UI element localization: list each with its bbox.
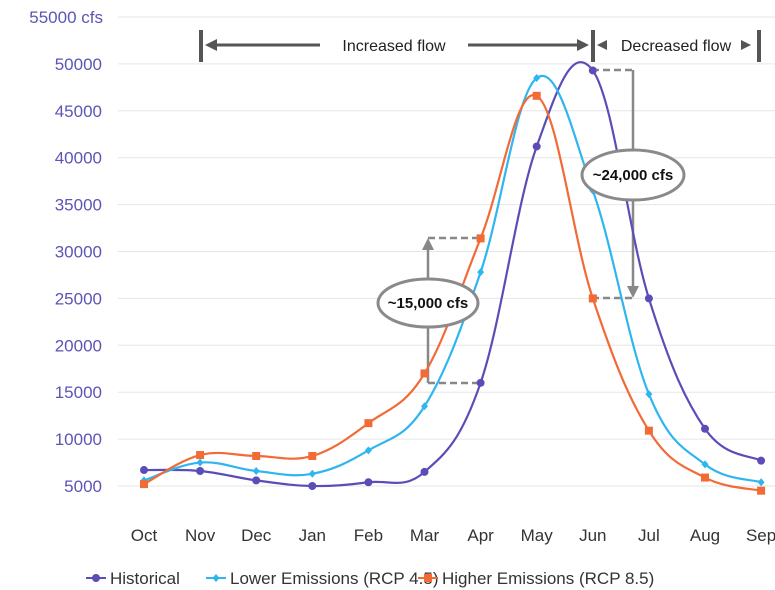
series-historical — [140, 61, 766, 490]
data-point — [757, 456, 766, 465]
y-tick-label: 35000 — [55, 196, 102, 215]
data-point — [308, 482, 317, 490]
y-tick-label: 5000 — [64, 477, 102, 496]
data-point — [364, 446, 372, 455]
x-tick-label: Mar — [410, 526, 440, 545]
decreased-flow-label: Decreased flow — [621, 38, 732, 55]
y-tick-label: 30000 — [55, 243, 102, 262]
x-tick-label: Jan — [299, 526, 326, 545]
data-point — [196, 451, 205, 460]
data-point — [588, 294, 597, 303]
data-point — [308, 451, 317, 460]
data-point — [364, 419, 373, 428]
arrow-up-icon — [422, 238, 434, 250]
x-tick-label: Dec — [241, 526, 272, 545]
arrow-right-icon — [741, 40, 751, 50]
series-line — [143, 61, 762, 488]
data-point — [701, 460, 709, 469]
increased-flow-annotation: Increased flow — [199, 30, 589, 62]
data-point — [421, 402, 428, 411]
series-rcp85 — [140, 91, 766, 495]
data-point — [252, 476, 261, 485]
data-point — [532, 91, 541, 100]
x-tick-label: Oct — [131, 526, 158, 545]
data-point — [757, 486, 766, 495]
data-point — [476, 378, 485, 387]
x-axis-ticks: Oct Nov Dec Jan Feb Mar Apr May Jun Jul Aug Sep — [131, 526, 775, 545]
callout-decrease-text: ~24,000 cfs — [593, 167, 674, 184]
data-point — [196, 458, 204, 467]
x-tick-label: May — [521, 526, 554, 545]
increased-flow-label: Increased flow — [342, 38, 446, 55]
y-tick-label: 40000 — [55, 149, 102, 168]
data-point — [252, 451, 261, 460]
x-tick-label: Sep — [746, 526, 775, 545]
callout-bubble — [376, 277, 480, 329]
data-point — [532, 142, 541, 151]
legend-swatch-marker — [212, 574, 220, 582]
series-rcp45 — [140, 73, 765, 487]
data-point — [701, 473, 709, 482]
legend-item: Historical — [86, 569, 180, 588]
grid-lines — [118, 16, 775, 487]
y-tick-label: 25000 — [55, 289, 102, 308]
arrow-left-icon — [205, 39, 217, 51]
x-tick-label: Aug — [690, 526, 720, 545]
y-tick-label: 50000 — [55, 55, 102, 74]
legend-label: Lower Emissions (RCP 4.5) — [230, 569, 438, 588]
legend-item: Lower Emissions (RCP 4.5) — [206, 569, 438, 588]
callout-decrease: ~24,000 cfs — [580, 148, 686, 202]
data-point — [420, 467, 429, 476]
y-tick-label: 15000 — [55, 383, 102, 402]
data-point — [644, 294, 653, 303]
legend-item: Higher Emissions (RCP 8.5) — [418, 569, 654, 588]
arrow-left-icon — [597, 40, 607, 50]
arrow-down-icon — [627, 286, 639, 298]
legend-swatch-marker — [92, 574, 100, 582]
y-tick-label: 10000 — [55, 430, 102, 449]
x-tick-label: Apr — [467, 526, 494, 545]
x-tick-label: Nov — [185, 526, 216, 545]
y-tick-label: 20000 — [55, 336, 102, 355]
data-point — [364, 478, 373, 487]
data-point — [476, 234, 485, 243]
data-point — [420, 369, 429, 378]
arrow-right-icon — [577, 39, 589, 51]
data-point — [140, 480, 148, 489]
y-tick-label: 45000 — [55, 102, 102, 121]
x-tick-label: Jul — [638, 526, 660, 545]
data-point — [757, 478, 765, 487]
data-point — [308, 469, 316, 478]
callout-increase-text: ~15,000 cfs — [388, 295, 469, 312]
legend-swatch-marker — [424, 574, 432, 582]
data-point — [645, 390, 653, 399]
callout-increase: ~15,000 cfs — [376, 277, 480, 329]
y-axis-ticks: 5000 10000 15000 20000 25000 30000 35000 40000 4… — [29, 8, 103, 496]
x-tick-label: Jun — [579, 526, 606, 545]
data-point — [644, 426, 653, 435]
data-point — [533, 73, 541, 82]
legend-label: Historical — [110, 569, 180, 588]
data-point — [140, 466, 148, 475]
legend: Historical Lower Emissions (RCP 4.5) Highe… — [86, 569, 654, 588]
data-point — [588, 66, 597, 75]
x-tick-label: Feb — [354, 526, 383, 545]
data-point — [196, 466, 205, 475]
data-point — [477, 268, 485, 277]
series-line — [143, 74, 762, 484]
data-point — [252, 466, 260, 475]
decreased-flow-annotation: Decreased flow — [591, 30, 761, 62]
callout-bubble — [580, 148, 686, 202]
data-point — [701, 424, 709, 433]
legend-label: Higher Emissions (RCP 8.5) — [442, 569, 654, 588]
y-tick-label: 55000 cfs — [29, 8, 103, 27]
series-lines — [140, 61, 766, 495]
